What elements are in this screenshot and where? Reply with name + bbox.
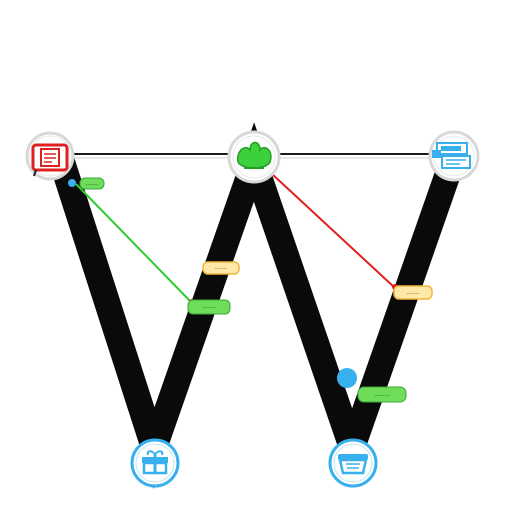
node-top-middle[interactable]: [227, 130, 281, 184]
blue-bubble: [337, 368, 357, 388]
tag-top-left: -------: [79, 177, 105, 190]
blue-basket-icon: [338, 454, 368, 475]
green-link-start-dot: [68, 179, 76, 187]
blue-gift-icon: [142, 450, 168, 475]
tag-bottom-right-green: ---------: [357, 386, 407, 403]
tag-mid-right-yellow: -------: [393, 285, 433, 300]
svg-text:-------: -------: [203, 305, 216, 311]
node-top-right[interactable]: [428, 130, 480, 182]
svg-text:---------: ---------: [374, 393, 390, 399]
blue-window-icon: [432, 142, 471, 169]
node-bottom-left[interactable]: [130, 438, 180, 488]
tag-mid-left-yellow: -------: [202, 261, 240, 275]
svg-text:-------: -------: [215, 266, 228, 272]
red-link: [271, 173, 395, 288]
node-top-left[interactable]: [25, 131, 75, 181]
red-document-icon: [31, 143, 69, 177]
zigzag-path: [49, 122, 465, 489]
tag-mid-left-green: -------: [187, 299, 231, 315]
green-link: [75, 183, 193, 304]
svg-text:-------: -------: [407, 291, 420, 297]
node-bottom-right[interactable]: [328, 438, 378, 488]
green-leaf-icon: [237, 141, 272, 169]
svg-text:-------: -------: [86, 182, 99, 188]
